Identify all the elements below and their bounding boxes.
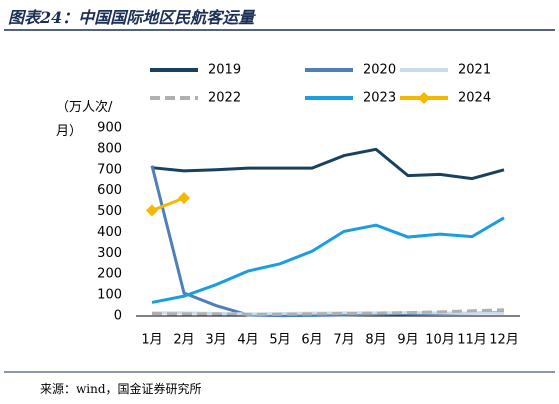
source-note: 来源：wind，国金证券研究所 — [40, 382, 202, 396]
x-tick-label: 10月 — [425, 333, 455, 348]
x-tick-label: 3月 — [205, 333, 226, 348]
chart-title: 图表24：中国国际地区民航客运量 — [8, 8, 255, 27]
legend-label: 2021 — [458, 63, 491, 78]
series-line — [151, 147, 505, 181]
y-tick-label: 200 — [97, 267, 122, 282]
x-tick-label: 9月 — [397, 333, 418, 348]
legend-label: 2020 — [363, 63, 396, 78]
y-tick-label: 800 — [97, 141, 122, 156]
legend-label: 2023 — [363, 91, 396, 106]
x-tick-label: 4月 — [237, 333, 258, 348]
y-tick-label: 100 — [97, 288, 122, 303]
y-tick-label: 600 — [97, 183, 122, 198]
legend-label: 2019 — [208, 63, 241, 78]
y-axis-label: （万人次/月） — [56, 100, 113, 139]
legend-label: 2024 — [458, 91, 491, 106]
x-tick-label: 11月 — [457, 333, 487, 348]
y-tick-label: 300 — [97, 246, 122, 261]
y-tick-label: 700 — [97, 162, 122, 177]
y-tick-label: 0 — [114, 309, 122, 324]
series-marker — [146, 204, 158, 217]
y-tick-label: 500 — [97, 204, 122, 219]
x-tick-label: 1月 — [141, 333, 162, 348]
x-tick-label: 8月 — [365, 333, 386, 348]
series-line — [151, 216, 505, 304]
x-tick-label: 7月 — [333, 333, 354, 348]
series-line — [151, 196, 185, 212]
legend-label: 2022 — [208, 91, 241, 106]
x-tick-label: 5月 — [269, 333, 290, 348]
y-tick-label: 400 — [97, 225, 122, 240]
y-tick-label: 900 — [97, 121, 122, 136]
x-tick-label: 2月 — [173, 333, 194, 348]
x-tick-label: 12月 — [489, 333, 519, 348]
legend-marker — [418, 92, 430, 104]
x-tick-label: 6月 — [301, 333, 322, 348]
series-line — [151, 308, 505, 316]
series-marker — [178, 191, 190, 204]
